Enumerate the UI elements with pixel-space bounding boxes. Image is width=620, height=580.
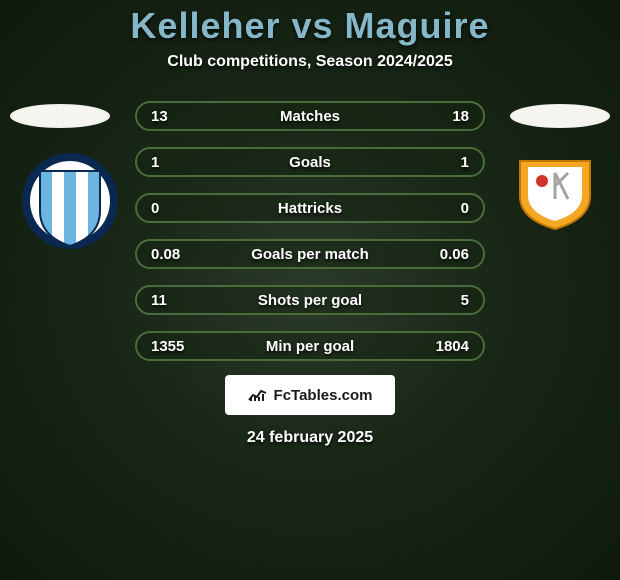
stat-label: Goals per match	[251, 246, 369, 263]
stat-right-value: 18	[419, 108, 469, 125]
stat-left-value: 0.08	[151, 246, 201, 263]
attribution-text: FcTables.com	[274, 387, 373, 404]
mk-dons-badge-icon	[510, 151, 600, 231]
stat-right-value: 1	[419, 154, 469, 171]
colchester-badge-icon	[20, 151, 120, 251]
chart-icon	[248, 388, 268, 402]
player-photo-left-placeholder	[10, 104, 110, 128]
stat-label: Min per goal	[266, 338, 354, 355]
stat-label: Goals	[289, 154, 331, 171]
stat-left-value: 11	[151, 292, 201, 309]
stat-label: Matches	[280, 108, 340, 125]
attribution-link[interactable]: FcTables.com	[225, 375, 395, 415]
stat-label: Hattricks	[278, 200, 342, 217]
club-badge-left	[20, 151, 120, 251]
player-photo-right-placeholder	[510, 104, 610, 128]
stat-left-value: 13	[151, 108, 201, 125]
stats-area: 13 Matches 18 1 Goals 1 0 Hattricks 0 0.…	[0, 101, 620, 361]
stat-right-value: 5	[419, 292, 469, 309]
stat-row-min-per-goal: 1355 Min per goal 1804	[135, 331, 485, 361]
date-label: 24 february 2025	[247, 429, 373, 447]
stat-left-value: 0	[151, 200, 201, 217]
page-title: Kelleher vs Maguire	[130, 5, 489, 47]
stat-right-value: 0	[419, 200, 469, 217]
stat-row-shots-per-goal: 11 Shots per goal 5	[135, 285, 485, 315]
stat-row-goals: 1 Goals 1	[135, 147, 485, 177]
stat-left-value: 1355	[151, 338, 201, 355]
stat-row-hattricks: 0 Hattricks 0	[135, 193, 485, 223]
stat-right-value: 1804	[419, 338, 469, 355]
stat-label: Shots per goal	[258, 292, 362, 309]
stat-row-matches: 13 Matches 18	[135, 101, 485, 131]
club-badge-right	[510, 151, 600, 231]
stat-right-value: 0.06	[419, 246, 469, 263]
stat-left-value: 1	[151, 154, 201, 171]
comparison-card: Kelleher vs Maguire Club competitions, S…	[0, 0, 620, 447]
page-subtitle: Club competitions, Season 2024/2025	[167, 53, 452, 71]
stats-column: 13 Matches 18 1 Goals 1 0 Hattricks 0 0.…	[135, 101, 485, 361]
stat-row-goals-per-match: 0.08 Goals per match 0.06	[135, 239, 485, 269]
